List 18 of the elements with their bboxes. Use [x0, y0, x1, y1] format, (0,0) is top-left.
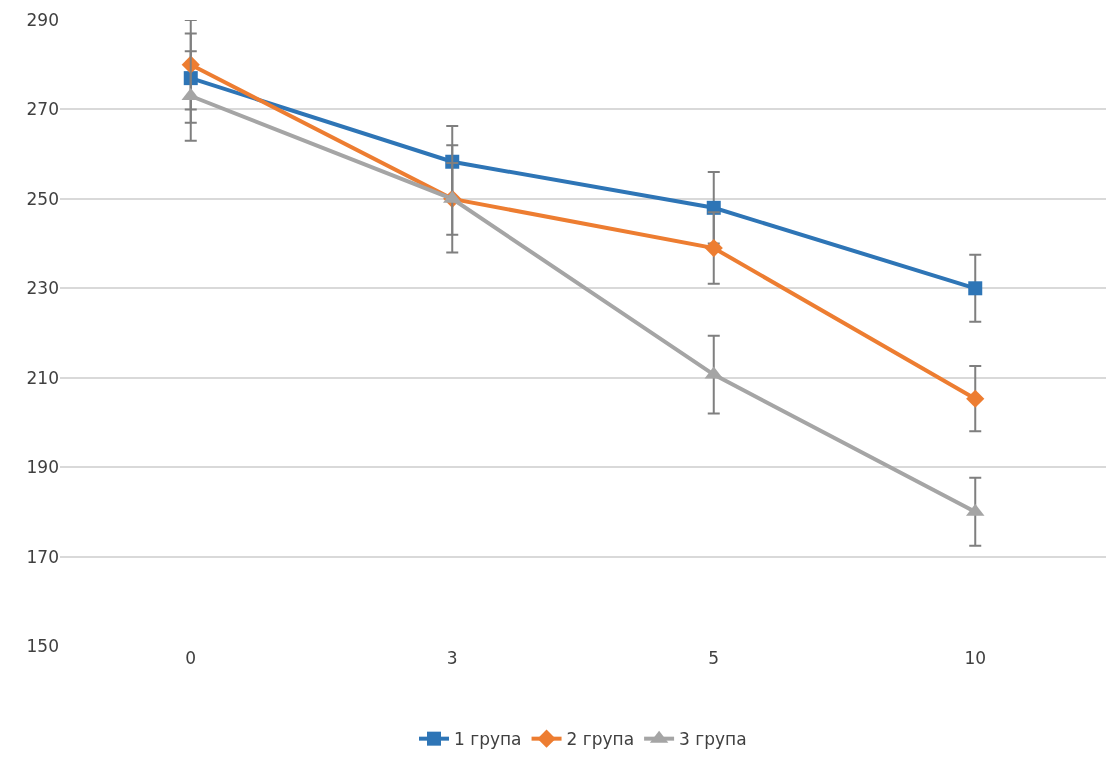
y-tick-label: 210 — [26, 367, 59, 388]
x-tick-label: 10 — [964, 648, 987, 668]
y-tick-label: 150 — [26, 635, 59, 656]
y-tick-label: 270 — [26, 99, 59, 120]
y-tick-label: 230 — [26, 278, 59, 299]
x-tick-label: 3 — [446, 648, 458, 668]
y-tick-label: 170 — [26, 546, 59, 567]
y-tick-label: 250 — [26, 188, 59, 209]
y-tick-label: 190 — [26, 457, 59, 478]
point — [704, 238, 723, 258]
legend-label: 2 група — [566, 729, 635, 750]
point — [968, 281, 983, 296]
legend-label: 3 група — [679, 729, 747, 750]
legend-label: 1 група — [454, 729, 522, 750]
y-tick-label: 290 — [26, 9, 59, 30]
x-tick-label: 5 — [708, 648, 720, 668]
point — [966, 389, 985, 408]
x-tick-label: 0 — [185, 648, 197, 668]
